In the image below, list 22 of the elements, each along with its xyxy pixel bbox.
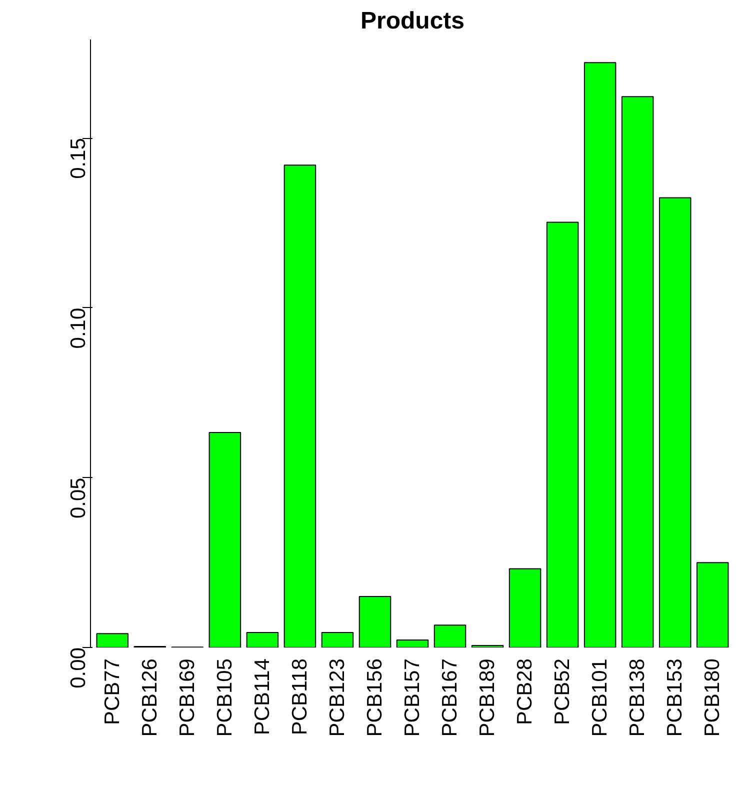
x-tick-label: PCB123 xyxy=(326,658,349,737)
x-tick-label: PCB118 xyxy=(288,658,312,736)
x-tick-label: PCB156 xyxy=(363,658,386,737)
x-tick-label: PCB126 xyxy=(138,658,162,737)
y-tick-label: 0.10 xyxy=(67,308,90,349)
x-tick-label: PCB169 xyxy=(176,658,199,737)
y-tick-label: 0.05 xyxy=(67,478,90,519)
chart-title: Products xyxy=(360,8,465,34)
x-tick-label: PCB167 xyxy=(438,658,462,737)
x-tick-label: PCB77 xyxy=(100,658,124,726)
x-tick-label: PCB138 xyxy=(626,658,650,737)
x-tick-label: PCB28 xyxy=(514,658,537,726)
x-tick-label: PCB157 xyxy=(401,658,424,737)
x-tick-label: PCB180 xyxy=(701,658,724,737)
x-tick-label: PCB105 xyxy=(213,658,236,737)
y-tick-label: 0.00 xyxy=(67,647,90,688)
x-tick-label: PCB114 xyxy=(250,658,274,736)
x-tick-label: PCB101 xyxy=(588,658,612,737)
x-tick-label: PCB189 xyxy=(476,658,500,737)
x-tick-label: PCB52 xyxy=(551,658,574,726)
x-tick-label: PCB153 xyxy=(664,658,687,737)
y-tick-label: 0.15 xyxy=(67,138,90,179)
